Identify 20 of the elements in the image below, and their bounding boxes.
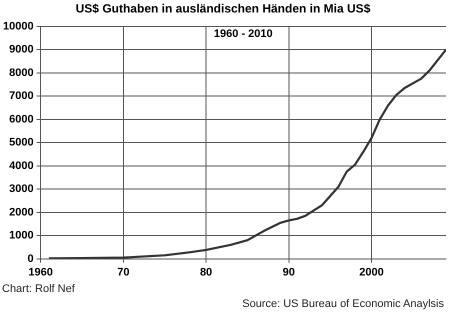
x-tick-label: 1960 (28, 266, 53, 278)
y-tick-label: 3000 (9, 183, 34, 196)
y-tick-label: 9000 (9, 44, 34, 56)
source-note: Source: US Bureau of Economic Anaylsis (241, 297, 445, 312)
y-tick-label: 0 (27, 252, 34, 265)
x-tick-label: 2000 (359, 266, 384, 278)
y-tick-label: 4000 (9, 160, 34, 172)
x-tick-label: 90 (282, 266, 295, 278)
y-tick-label: 8000 (9, 66, 34, 79)
y-tick-label: 10000 (2, 20, 34, 32)
y-tick-label: 7000 (9, 90, 34, 102)
x-tick-label: 80 (200, 266, 212, 278)
y-tick-label: 5000 (9, 136, 34, 149)
y-tick-label: 6000 (9, 113, 34, 126)
chart-title: US$ Guthaben in ausländischen Händen in Mia US$ (76, 2, 371, 16)
chart-subtitle: 1960 - 2010 (214, 28, 273, 40)
x-tick-label: 70 (117, 266, 130, 278)
text: Chart: Rolf Nef (1, 282, 76, 297)
y-tick-label: 2000 (9, 206, 34, 218)
y-tick-label: 1000 (9, 230, 34, 242)
